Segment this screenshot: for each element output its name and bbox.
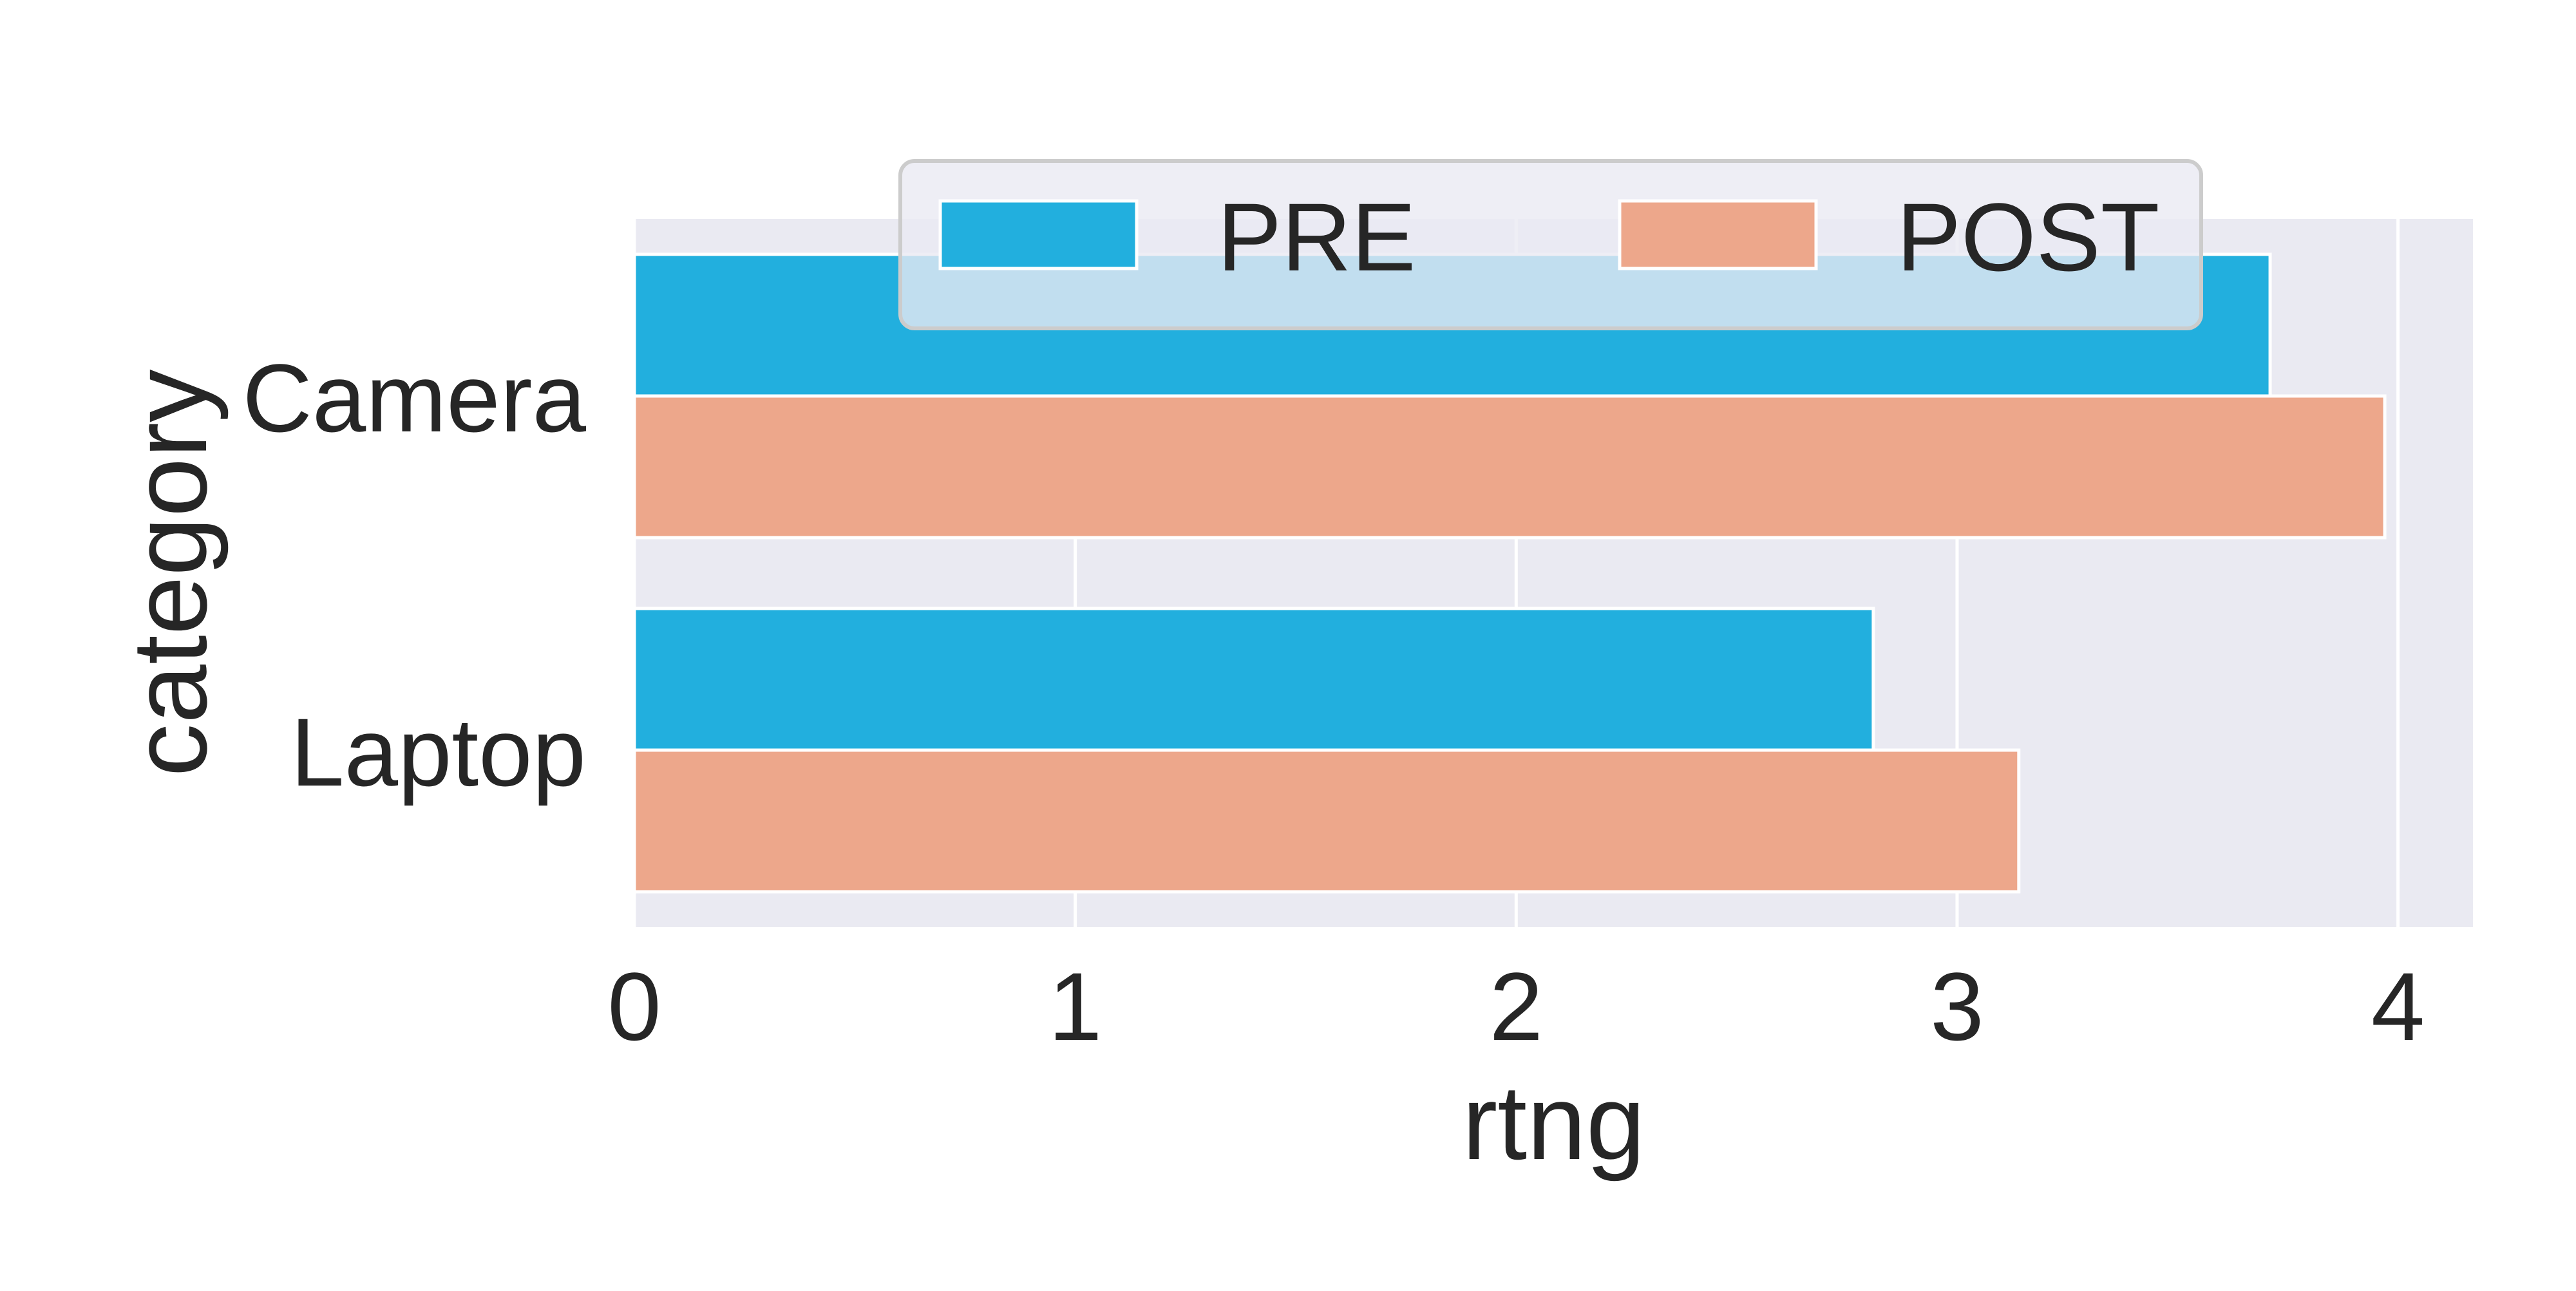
x-tick-labels: 0 1 2 3 4 [607, 952, 2425, 1060]
bar-post-camera [632, 394, 2387, 540]
x-tick-label: 2 [1490, 952, 1543, 1060]
legend-items: PRE POST [938, 183, 2159, 291]
legend-label-post: POST [1897, 183, 2159, 291]
x-tick-label: 1 [1048, 952, 1102, 1060]
x-tick-label: 0 [607, 952, 661, 1060]
y-tick-label: Camera [243, 344, 587, 452]
legend-swatch-pre [938, 199, 1139, 270]
legend-label-pre: PRE [1217, 183, 1416, 291]
bar-pre-laptop [632, 607, 1875, 752]
x-tick-label: 3 [1930, 952, 1984, 1060]
x-axis-label: rtng [1462, 1063, 1645, 1182]
legend-box [898, 159, 2203, 330]
legend: PRE POST [898, 159, 2203, 330]
legend-swatch-post [1618, 199, 1818, 270]
x-tick-label: 4 [2371, 952, 2425, 1060]
y-axis-label: category [110, 369, 229, 777]
y-tick-labels: Camera Laptop [243, 344, 587, 806]
bar-post-laptop [632, 748, 2021, 894]
y-tick-label: Laptop [290, 698, 586, 806]
